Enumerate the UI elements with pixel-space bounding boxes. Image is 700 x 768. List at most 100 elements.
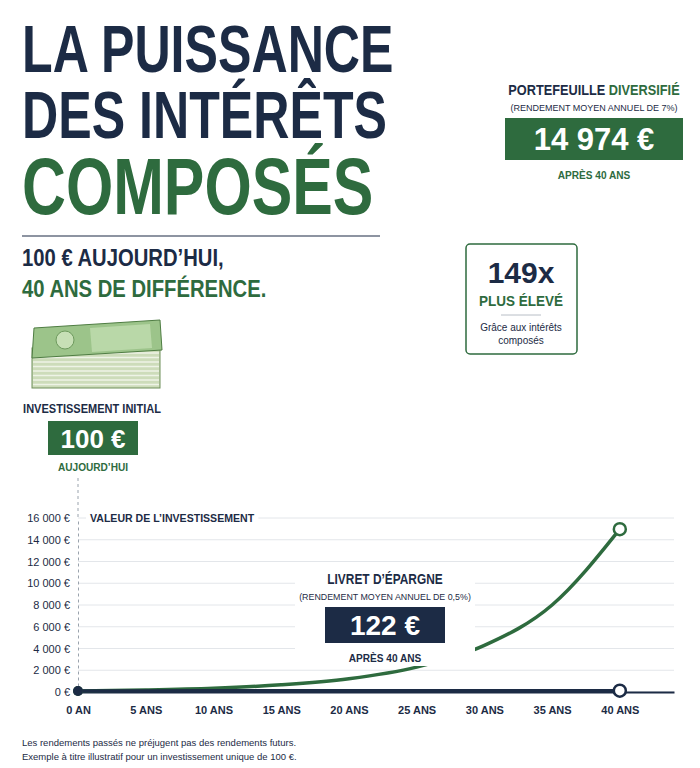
start-marker <box>73 686 83 696</box>
guide-line <box>78 478 79 518</box>
grid-line <box>78 670 674 671</box>
series-name: PORTEFEUILLE DIVERSIFIÉ <box>508 81 679 98</box>
series-name-part: D’ÉPARGNE <box>373 571 443 587</box>
x-tick: 20 ANS <box>330 692 368 716</box>
banknote-edge <box>33 384 159 386</box>
series-name-part: DIVERSIFIÉ <box>609 81 680 98</box>
grid <box>78 518 674 692</box>
highlight-label: 149x <box>488 256 555 289</box>
grid-line <box>78 692 674 693</box>
label-patch <box>86 510 258 526</box>
y-tick-label: 6 000 € <box>33 621 70 633</box>
grid-line <box>78 539 674 540</box>
x-tick-label: 5 ANS <box>130 704 162 716</box>
x-tick-label: 0 AN <box>66 704 91 716</box>
y-axis-line <box>78 519 79 693</box>
footnote: Exemple à titre illustratif pour un inve… <box>22 751 297 762</box>
start-marker <box>73 686 83 696</box>
series-name-part: PORTEFEUILLE <box>508 81 608 98</box>
y-tick: 16 000 € <box>27 512 78 524</box>
x-axis-line <box>79 692 675 694</box>
x-tick: 5 ANS <box>130 692 162 716</box>
y-tick: 4 000 € <box>33 643 78 655</box>
y-tick-label: 14 000 € <box>27 534 70 546</box>
x-tick-label: 15 ANS <box>263 704 301 716</box>
title: LA PUISSANCE <box>22 12 394 85</box>
subtitle: 100 € AUJOURD’HUI, <box>22 245 224 272</box>
x-tick-label: 35 ANS <box>534 704 572 716</box>
banknote-edge <box>33 375 159 377</box>
highlight-divider <box>501 315 541 316</box>
x-axis: 0 AN 5 ANS 10 ANS 15 ANS 20 ANS 25 ANS 30 ANS 3… <box>66 692 674 716</box>
y-tick: 14 000 € <box>27 534 78 546</box>
title: COMPOSÉS <box>22 142 373 231</box>
highlight-text: PLUS ÉLEVÉ <box>479 292 563 309</box>
series-label: LIVRET D’ÉPARGNE (RENDEMENT MOYEN ANNUEL … <box>295 567 475 666</box>
x-tick-label: 20 ANS <box>330 704 368 716</box>
initial-box <box>48 421 138 455</box>
subtitle: 40 ANS DE DIFFÉRENCE. <box>22 276 266 303</box>
value-label: 14 974 € <box>534 122 655 157</box>
series-description: (RENDEMENT MOYEN ANNUEL DE 0,5%) <box>299 592 471 602</box>
end-marker <box>614 523 626 535</box>
x-tick-label: 30 ANS <box>466 704 504 716</box>
y-tick: 6 000 € <box>33 621 78 633</box>
banknote-face <box>32 320 162 358</box>
y-axis-title: VALEUR DE L’INVESTISSEMENT <box>90 512 254 524</box>
y-tick-label: 10 000 € <box>27 577 70 589</box>
x-tick: 35 ANS <box>534 692 572 716</box>
initial-label: INVESTISSEMENT INITIAL <box>23 403 161 415</box>
series-caption: APRÈS 40 ANS <box>349 652 422 664</box>
y-tick-label: 8 000 € <box>33 599 70 611</box>
banknote-edge <box>33 370 159 372</box>
x-tick-label: 10 ANS <box>195 704 233 716</box>
end-marker <box>614 685 626 697</box>
x-tick: 30 ANS <box>466 692 504 716</box>
y-tick-label: 2 000 € <box>33 664 70 676</box>
y-tick: 2 000 € <box>33 664 78 676</box>
banknotes <box>32 320 162 388</box>
plot-area <box>73 523 626 697</box>
y-tick-label: 0 € <box>55 686 70 698</box>
title-rule <box>22 235 380 236</box>
series-line <box>78 529 620 691</box>
y-tick-label: 4 000 € <box>33 643 70 655</box>
label-patch <box>295 567 475 666</box>
series-name-part: LIVRET <box>327 571 373 587</box>
initial-investment: INVESTISSEMENT INITIAL 100 € AUJOURD’HUI <box>23 403 161 473</box>
banknote-edge <box>33 366 159 368</box>
series-label: PORTEFEUILLE DIVERSIFIÉ (RENDEMENT MOYEN … <box>505 81 683 181</box>
value-label: 122 € <box>350 610 420 641</box>
x-tick: 10 ANS <box>195 692 233 716</box>
footnote: Les rendements passés ne préjugent pas d… <box>22 737 296 748</box>
initial-caption: AUJOURD’HUI <box>58 461 128 473</box>
highlight-note: Grâce aux intérêts <box>480 322 562 333</box>
x-tick-label: 40 ANS <box>601 704 639 716</box>
y-tick-label: 16 000 € <box>27 512 70 524</box>
y-axis: 0 € 2 000 € 4 000 € 6 000 € 8 000 € 10 000 € 1… <box>27 512 78 698</box>
series-caption: APRÈS 40 ANS <box>558 169 631 181</box>
banknote-edge <box>33 379 159 381</box>
y-tick: 12 000 € <box>27 556 78 568</box>
x-tick: 15 ANS <box>263 692 301 716</box>
series-description: (RENDEMENT MOYEN ANNUEL DE 7%) <box>510 103 677 113</box>
title: DES INTÉRÊTS <box>22 77 387 151</box>
banknote-detail <box>56 331 74 349</box>
x-tick-label: 25 ANS <box>398 704 436 716</box>
banknote-detail <box>90 324 152 352</box>
highlight-box <box>466 244 577 354</box>
banknote-edge <box>33 361 159 363</box>
value-box <box>325 607 445 643</box>
highlight-note: composés <box>498 335 544 346</box>
x-tick: 25 ANS <box>398 692 436 716</box>
y-tick: 8 000 € <box>33 599 78 611</box>
highlight: 149x PLUS ÉLEVÉ Grâce aux intérêts composés <box>466 244 577 354</box>
y-tick: 10 000 € <box>27 577 78 589</box>
initial-value: 100 € <box>60 424 125 454</box>
grid-line <box>78 561 674 562</box>
value-box <box>505 118 683 160</box>
y-tick-label: 12 000 € <box>27 556 70 568</box>
series-name: LIVRET D’ÉPARGNE <box>327 571 443 587</box>
series-line <box>78 689 620 693</box>
infographic: LA PUISSANCEDES INTÉRÊTSCOMPOSÉS 100 € AU… <box>0 0 700 768</box>
